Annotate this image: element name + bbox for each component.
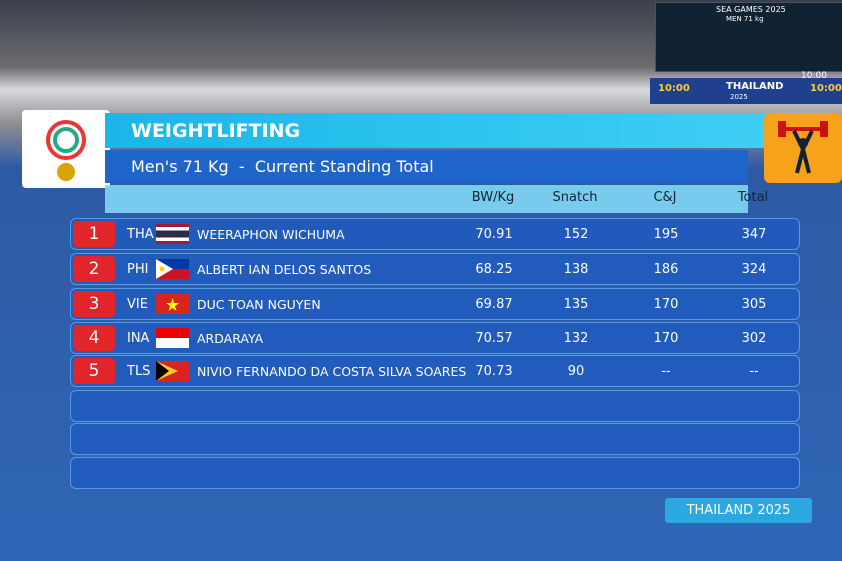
cell-snatch: 132: [563, 331, 589, 346]
weightlifter-icon: [778, 121, 828, 174]
standing-row: 3 VIE DUC TOAN NGUYEN 69.87 135 170 305: [70, 288, 800, 320]
cell-snatch: 135: [563, 297, 589, 312]
standing-row: 2 PHI ALBERT IAN DELOS SANTOS 68.25 138 186 32…: [70, 253, 800, 285]
scoreboard-title: SEA GAMES 2025: [716, 5, 786, 14]
cell-total: 305: [741, 297, 767, 312]
cell-bw: 70.91: [475, 227, 513, 242]
rank-badge: 1: [73, 221, 115, 247]
flag-art: [156, 294, 189, 314]
rank-badge: 3: [73, 291, 115, 317]
cell-cj: --: [661, 364, 671, 379]
column-label: BW/Kg: [471, 190, 515, 205]
logo-art: [46, 120, 86, 181]
flag-art: [156, 224, 189, 244]
country-code: INA: [127, 331, 150, 346]
standing-row: [70, 390, 800, 422]
flag-art: [156, 328, 189, 348]
cell-bw: 70.57: [475, 331, 513, 346]
standing-row: [70, 423, 800, 455]
scoreboard-clock: 10:00: [801, 71, 827, 81]
title: WEIGHTLIFTING: [131, 120, 301, 142]
subtitle-bar: Men's 71 Kg - Current Standing Total: [105, 150, 748, 183]
rank-badge: 2: [73, 256, 115, 282]
column-label: Total: [737, 190, 769, 205]
athlete-name: DUC TOAN NGUYEN: [197, 297, 321, 312]
flag-art: [156, 259, 189, 279]
country-code: THA: [127, 227, 154, 242]
title-bar: WEIGHTLIFTING: [105, 113, 790, 148]
standing-row: 5 TLS NIVIO FERNANDO DA COSTA SILVA SOARES…: [70, 355, 800, 387]
column-header: BW/Kg Snatch C&J Total: [105, 185, 768, 213]
standing-row: [70, 457, 800, 489]
cell-bw: 69.87: [475, 297, 513, 312]
cell-snatch: 152: [563, 227, 589, 242]
standing-row: 4 INA ARDARAYA 70.57 132 170 302: [70, 322, 800, 354]
subtitle: Men's 71 Kg - Current Standing Total: [131, 157, 434, 176]
country-code: VIE: [127, 297, 148, 312]
flag: [156, 361, 189, 385]
left-clock: 10:00: [658, 83, 690, 94]
athlete-name: ARDARAYA: [197, 331, 264, 346]
cell-cj: 170: [653, 331, 679, 346]
cell-total: 324: [741, 262, 767, 277]
flag: [156, 328, 189, 352]
athlete-name: WEERAPHON WICHUMA: [197, 227, 345, 242]
arena-banner: 10:00 THAILAND 2025 10:00: [650, 78, 842, 104]
country-code: TLS: [127, 364, 151, 379]
cell-total: 347: [741, 227, 767, 242]
games-logo: [22, 110, 110, 188]
cell-bw: 68.25: [475, 262, 513, 277]
country-code: PHI: [127, 262, 149, 277]
arena-scoreboard: SEA GAMES 2025 MEN 71 kg 10:00: [655, 2, 842, 81]
scoreboard-event: MEN 71 kg: [726, 15, 764, 23]
column-label: C&J: [653, 190, 677, 205]
right-clock: 10:00: [810, 83, 842, 94]
banner-year: 2025: [730, 93, 748, 101]
cell-bw: 70.73: [475, 364, 513, 379]
footer-label: THAILAND 2025: [665, 498, 812, 523]
flag: [156, 294, 189, 318]
rank-badge: 5: [73, 358, 115, 384]
flag-art: [156, 361, 189, 381]
flag: [156, 224, 189, 248]
cell-cj: 170: [653, 297, 679, 312]
flag: [156, 259, 189, 283]
rank-badge: 4: [73, 325, 115, 351]
column-label: Snatch: [552, 190, 598, 205]
cell-cj: 186: [653, 262, 679, 277]
banner-text: THAILAND: [726, 81, 784, 92]
athlete-name: ALBERT IAN DELOS SANTOS: [197, 262, 372, 277]
cell-total: --: [749, 364, 759, 379]
standing-row: 1 THA WEERAPHON WICHUMA 70.91 152 195 347: [70, 218, 800, 250]
sport-icon: [764, 113, 842, 183]
cell-cj: 195: [653, 227, 679, 242]
cell-total: 302: [741, 331, 767, 346]
athlete-name: NIVIO FERNANDO DA COSTA SILVA SOARES: [197, 364, 467, 379]
cell-snatch: 138: [563, 262, 589, 277]
cell-snatch: 90: [567, 364, 585, 379]
